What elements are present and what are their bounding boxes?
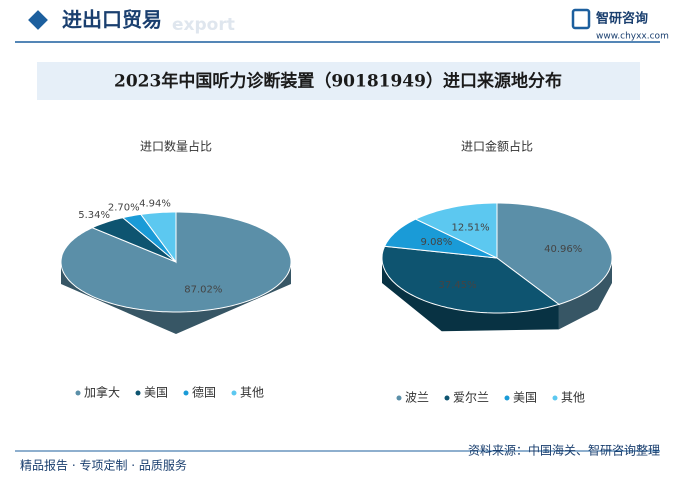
legend-marker — [504, 395, 510, 401]
header-section-en: export — [172, 15, 235, 35]
pie-slice — [139, 211, 177, 264]
slice-side — [382, 258, 559, 332]
logo-text: 智研咨询 — [596, 11, 648, 27]
legend-marker — [396, 395, 402, 401]
pie-slice — [383, 218, 498, 259]
title-bar — [37, 62, 640, 100]
logo-url: www.chyxx.com — [596, 32, 669, 42]
legend-label: 加拿大 — [84, 385, 120, 400]
pie-slice — [414, 202, 498, 259]
chart-subtitle: 进口数量占比 — [140, 139, 212, 154]
legend-label: 其他 — [240, 386, 264, 400]
slice-side — [61, 262, 291, 334]
pie-slice — [121, 213, 177, 263]
legend-marker — [444, 395, 450, 401]
data-label: 87.02% — [184, 285, 222, 296]
legend-label: 美国 — [144, 386, 168, 400]
data-label: 2.70% — [108, 203, 140, 214]
legend-marker — [135, 390, 141, 396]
data-label: 37.45% — [438, 280, 476, 291]
legend-label: 德国 — [192, 385, 216, 400]
data-label: 9.08% — [421, 237, 453, 248]
legend-label: 波兰 — [405, 391, 429, 405]
footer-source: 资料来源：中国海关、智研咨询整理 — [468, 443, 660, 458]
legend-marker — [552, 395, 558, 401]
main-title: 2023年中国听力诊断装置（90181949）进口来源地分布 — [114, 71, 562, 92]
data-label: 40.96% — [544, 244, 582, 255]
data-label: 4.94% — [139, 199, 171, 210]
pie-slice — [381, 245, 561, 314]
logo-icon — [571, 8, 591, 30]
header-section: 进出口贸易 — [62, 8, 162, 32]
footer-slogan: 精品报告 · 专项定制 · 品质服务 — [20, 458, 187, 473]
legend-marker — [75, 390, 81, 396]
data-label: 5.34% — [78, 210, 110, 221]
legend-label: 美国 — [513, 391, 537, 405]
data-label: 12.51% — [452, 223, 490, 234]
legend-label: 其他 — [561, 391, 585, 405]
pie-slice — [91, 217, 177, 263]
chart-subtitle: 进口金额占比 — [461, 139, 533, 154]
legend-marker — [231, 390, 237, 396]
legend-marker — [183, 390, 189, 396]
legend-label: 爱尔兰 — [453, 390, 489, 405]
